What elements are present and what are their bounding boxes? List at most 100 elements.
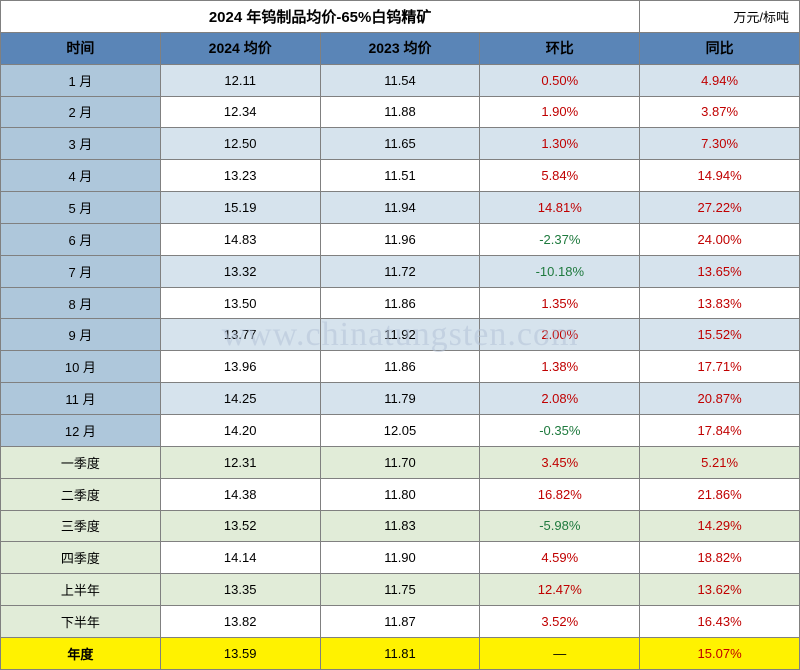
table-title: 2024 年钨制品均价-65%白钨精矿 [1, 1, 640, 33]
table-container: www.chinatungsten.com 2024 年钨制品均价-65%白钨精… [0, 0, 800, 670]
cell-label: 10 月 [1, 351, 161, 383]
cell-label: 8 月 [1, 287, 161, 319]
cell-label: 1 月 [1, 64, 161, 96]
unit-label: 万元/标吨 [640, 1, 800, 33]
table-row: 4 月13.2311.515.84%14.94% [1, 160, 800, 192]
cell-v2024: 14.38 [160, 478, 320, 510]
cell-v2024: 13.77 [160, 319, 320, 351]
cell-v2024: 13.23 [160, 160, 320, 192]
cell-v2024: 13.50 [160, 287, 320, 319]
table-row: 下半年13.8211.873.52%16.43% [1, 606, 800, 638]
cell-v2023: 12.05 [320, 414, 480, 446]
cell-v2023: 11.70 [320, 446, 480, 478]
cell-v2023: 11.94 [320, 192, 480, 224]
cell-mom: 3.52% [480, 606, 640, 638]
cell-label: 7 月 [1, 255, 161, 287]
cell-label: 5 月 [1, 192, 161, 224]
cell-mom: 5.84% [480, 160, 640, 192]
cell-mom: 1.38% [480, 351, 640, 383]
cell-label: 11 月 [1, 383, 161, 415]
cell-yoy: 24.00% [640, 223, 800, 255]
table-row: 一季度12.3111.703.45%5.21% [1, 446, 800, 478]
cell-v2024: 14.14 [160, 542, 320, 574]
cell-mom: 12.47% [480, 574, 640, 606]
column-header: 时间 [1, 32, 161, 64]
cell-yoy: 3.87% [640, 96, 800, 128]
table-row: 5 月15.1911.9414.81%27.22% [1, 192, 800, 224]
cell-yoy: 16.43% [640, 606, 800, 638]
cell-label: 三季度 [1, 510, 161, 542]
table-row: 11 月14.2511.792.08%20.87% [1, 383, 800, 415]
cell-v2023: 11.86 [320, 351, 480, 383]
table-row: 四季度14.1411.904.59%18.82% [1, 542, 800, 574]
cell-label: 9 月 [1, 319, 161, 351]
table-row: 3 月12.5011.651.30%7.30% [1, 128, 800, 160]
cell-v2023: 11.88 [320, 96, 480, 128]
cell-yoy: 15.07% [640, 637, 800, 669]
cell-v2024: 13.52 [160, 510, 320, 542]
cell-v2024: 14.25 [160, 383, 320, 415]
table-row: 7 月13.3211.72-10.18%13.65% [1, 255, 800, 287]
cell-v2023: 11.72 [320, 255, 480, 287]
cell-v2023: 11.81 [320, 637, 480, 669]
cell-label: 2 月 [1, 96, 161, 128]
cell-v2024: 12.50 [160, 128, 320, 160]
cell-yoy: 14.94% [640, 160, 800, 192]
column-header: 2024 均价 [160, 32, 320, 64]
table-row: 三季度13.5211.83-5.98%14.29% [1, 510, 800, 542]
cell-yoy: 13.83% [640, 287, 800, 319]
cell-mom: — [480, 637, 640, 669]
cell-mom: 1.35% [480, 287, 640, 319]
table-row: 9 月13.7711.922.00%15.52% [1, 319, 800, 351]
cell-v2023: 11.54 [320, 64, 480, 96]
table-row: 上半年13.3511.7512.47%13.62% [1, 574, 800, 606]
cell-mom: 0.50% [480, 64, 640, 96]
cell-v2024: 13.59 [160, 637, 320, 669]
cell-v2024: 12.11 [160, 64, 320, 96]
cell-yoy: 7.30% [640, 128, 800, 160]
table-row: 1 月12.1111.540.50%4.94% [1, 64, 800, 96]
cell-v2023: 11.80 [320, 478, 480, 510]
cell-label: 下半年 [1, 606, 161, 638]
cell-v2024: 13.96 [160, 351, 320, 383]
cell-yoy: 13.65% [640, 255, 800, 287]
cell-mom: 2.00% [480, 319, 640, 351]
cell-yoy: 17.84% [640, 414, 800, 446]
table-row: 二季度14.3811.8016.82%21.86% [1, 478, 800, 510]
cell-label: 3 月 [1, 128, 161, 160]
cell-yoy: 14.29% [640, 510, 800, 542]
cell-mom: 16.82% [480, 478, 640, 510]
cell-mom: -2.37% [480, 223, 640, 255]
cell-v2023: 11.86 [320, 287, 480, 319]
cell-label: 上半年 [1, 574, 161, 606]
cell-v2024: 12.31 [160, 446, 320, 478]
column-header: 2023 均价 [320, 32, 480, 64]
cell-v2023: 11.92 [320, 319, 480, 351]
cell-yoy: 17.71% [640, 351, 800, 383]
cell-yoy: 5.21% [640, 446, 800, 478]
cell-v2023: 11.90 [320, 542, 480, 574]
cell-yoy: 15.52% [640, 319, 800, 351]
cell-v2023: 11.75 [320, 574, 480, 606]
cell-v2023: 11.83 [320, 510, 480, 542]
table-row: 年度13.5911.81—15.07% [1, 637, 800, 669]
cell-mom: -5.98% [480, 510, 640, 542]
cell-v2024: 12.34 [160, 96, 320, 128]
title-row: 2024 年钨制品均价-65%白钨精矿 万元/标吨 [1, 1, 800, 33]
cell-v2023: 11.87 [320, 606, 480, 638]
cell-v2024: 14.83 [160, 223, 320, 255]
cell-mom: 2.08% [480, 383, 640, 415]
cell-v2023: 11.65 [320, 128, 480, 160]
cell-label: 12 月 [1, 414, 161, 446]
table-row: 2 月12.3411.881.90%3.87% [1, 96, 800, 128]
table-row: 12 月14.2012.05-0.35%17.84% [1, 414, 800, 446]
cell-v2024: 13.32 [160, 255, 320, 287]
cell-yoy: 27.22% [640, 192, 800, 224]
cell-label: 二季度 [1, 478, 161, 510]
cell-v2024: 13.82 [160, 606, 320, 638]
cell-yoy: 21.86% [640, 478, 800, 510]
table-row: 8 月13.5011.861.35%13.83% [1, 287, 800, 319]
cell-mom: -0.35% [480, 414, 640, 446]
column-header: 环比 [480, 32, 640, 64]
cell-mom: 14.81% [480, 192, 640, 224]
